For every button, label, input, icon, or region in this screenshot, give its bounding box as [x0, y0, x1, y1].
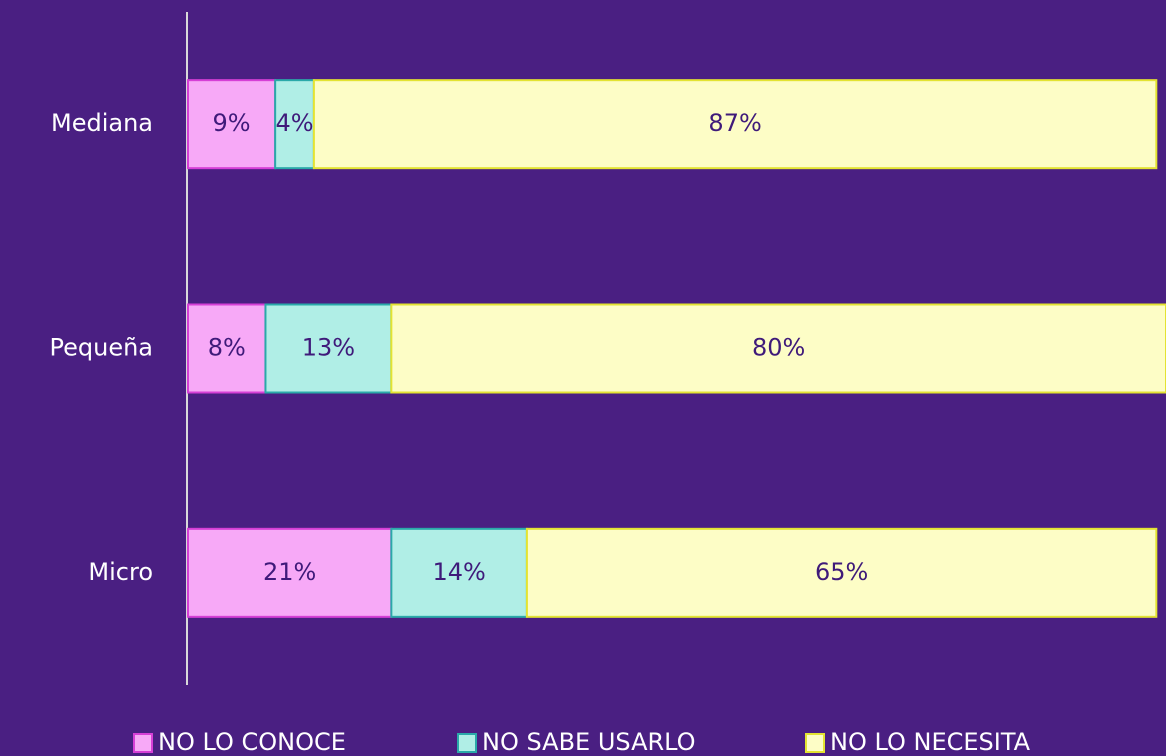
y-tick-label: Mediana [51, 109, 153, 137]
bar-segment [264, 303, 393, 394]
bar-segment [274, 79, 315, 170]
bar-segment [525, 527, 1158, 618]
data-label: 13% [302, 334, 355, 362]
data-label: 14% [432, 558, 485, 586]
bar-segment [187, 303, 267, 394]
legend-swatch [805, 733, 825, 753]
data-label: 21% [263, 558, 316, 586]
legend-label: NO SABE USARLO [482, 728, 696, 756]
y-tick-label: Micro [88, 558, 153, 586]
legend-swatch [133, 733, 153, 753]
bar-segment [312, 79, 1158, 170]
data-label: 4% [275, 109, 313, 137]
legend-label: NO LO NECESITA [830, 728, 1031, 756]
y-tick-label: Pequeña [49, 334, 153, 362]
bar-segment [187, 79, 277, 170]
data-label: 9% [213, 109, 251, 137]
bar-segment [390, 303, 1166, 394]
legend-label: NO LO CONOCE [158, 728, 346, 756]
data-label: 80% [752, 334, 805, 362]
data-label: 87% [708, 109, 761, 137]
data-label: 8% [208, 334, 246, 362]
legend-swatch [457, 733, 477, 753]
data-label: 65% [815, 558, 868, 586]
